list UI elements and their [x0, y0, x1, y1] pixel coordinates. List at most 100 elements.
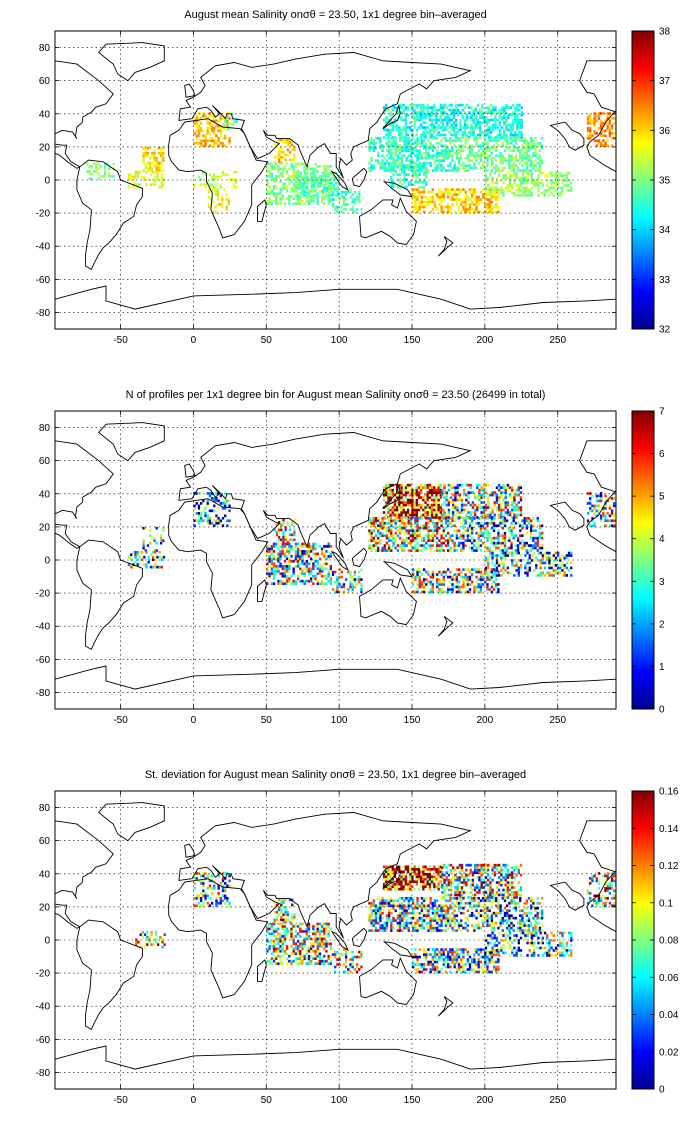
- data-cell: [217, 522, 219, 525]
- data-cell: [113, 163, 115, 166]
- data-cell: [311, 174, 313, 177]
- data-cell: [431, 114, 433, 117]
- data-cell: [277, 195, 279, 198]
- data-cell: [405, 116, 407, 119]
- data-cell: [416, 494, 418, 497]
- data-cell: [451, 542, 453, 545]
- data-cell: [405, 166, 407, 169]
- data-cell: [321, 565, 323, 568]
- data-cell: [204, 186, 206, 189]
- data-cell: [486, 203, 488, 206]
- data-cell: [489, 149, 491, 152]
- data-cell: [419, 527, 421, 530]
- data-cell: [370, 167, 372, 170]
- data-cell: [481, 106, 483, 109]
- data-cell: [438, 198, 440, 201]
- data-cell: [349, 191, 351, 194]
- data-cell: [277, 175, 279, 178]
- data-cell: [589, 502, 591, 505]
- data-cell: [425, 147, 427, 150]
- data-cell: [388, 532, 390, 535]
- data-cell: [421, 162, 423, 165]
- data-cell: [508, 159, 510, 162]
- data-cell: [212, 201, 214, 204]
- data-cell: [327, 558, 329, 561]
- data-cell: [306, 168, 308, 171]
- data-cell: [319, 545, 321, 548]
- data-cell: [433, 114, 435, 117]
- data-cell: [142, 547, 144, 550]
- data-cell: [456, 568, 458, 571]
- data-cell: [284, 168, 286, 171]
- data-cell: [443, 583, 445, 586]
- data-cell: [266, 175, 268, 178]
- data-cell: [381, 524, 383, 527]
- data-cell: [528, 517, 530, 520]
- data-cell: [509, 189, 511, 192]
- data-cell: [412, 162, 414, 165]
- data-cell: [475, 542, 477, 545]
- data-cell: [423, 168, 425, 171]
- data-cell: [434, 147, 436, 150]
- data-cell: [456, 137, 458, 140]
- data-cell: [458, 152, 460, 155]
- data-cell: [310, 577, 312, 580]
- data-cell: [233, 186, 235, 189]
- data-cell: [160, 154, 162, 157]
- data-cell: [530, 159, 532, 162]
- data-cell: [387, 511, 389, 514]
- data-cell: [487, 496, 489, 499]
- data-cell: [405, 129, 407, 132]
- data-cell: [207, 522, 209, 525]
- data-cell: [443, 511, 445, 514]
- data-cell: [288, 168, 290, 171]
- data-cell: [519, 542, 521, 545]
- data-cell: [540, 564, 542, 567]
- data-cell: [475, 119, 477, 122]
- data-cell: [398, 131, 400, 134]
- y-tick-label: -40: [36, 622, 51, 633]
- data-cell: [343, 191, 345, 194]
- data-cell: [347, 588, 349, 591]
- data-cell: [277, 202, 279, 205]
- data-cell: [432, 583, 434, 586]
- data-cell: [483, 131, 485, 134]
- data-cell: [484, 142, 486, 145]
- data-cell: [497, 206, 499, 209]
- data-cell: [531, 187, 533, 190]
- data-cell: [211, 176, 213, 179]
- data-cell: [405, 486, 407, 489]
- data-cell: [521, 126, 523, 129]
- data-cell: [438, 544, 440, 547]
- data-cell: [480, 578, 482, 581]
- data-cell: [432, 578, 434, 581]
- data-cell: [519, 169, 521, 172]
- data-cell: [403, 527, 405, 530]
- data-cell: [413, 109, 415, 112]
- data-cell: [228, 201, 230, 204]
- data-cell: [478, 578, 480, 581]
- data-cell: [486, 522, 488, 525]
- data-cell: [293, 197, 295, 200]
- data-cell: [268, 175, 270, 178]
- data-cell: [518, 567, 520, 570]
- data-cell: [387, 496, 389, 499]
- data-cell: [449, 191, 451, 194]
- data-cell: [390, 178, 392, 181]
- data-cell: [408, 168, 410, 171]
- data-cell: [286, 548, 288, 551]
- data-cell: [330, 582, 332, 585]
- data-cell: [589, 130, 591, 133]
- data-cell: [286, 575, 288, 578]
- data-cell: [444, 129, 446, 132]
- data-cell: [516, 114, 518, 117]
- data-cell: [458, 188, 460, 191]
- data-cell: [419, 586, 421, 589]
- data-cell: [514, 131, 516, 134]
- data-cell: [302, 189, 304, 192]
- data-cell: [473, 527, 475, 530]
- data-cell: [467, 501, 469, 504]
- data-cell: [208, 206, 210, 209]
- data-cell: [143, 556, 145, 559]
- data-cell: [413, 116, 415, 119]
